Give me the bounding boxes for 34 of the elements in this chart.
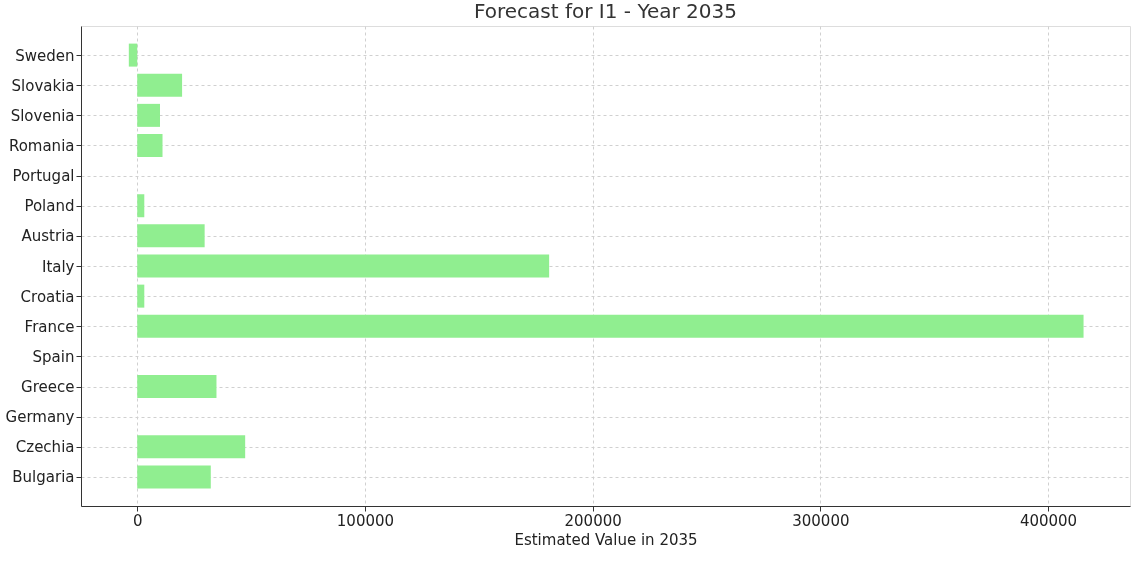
- y-tick-label: Italy: [41, 257, 75, 276]
- bar: [137, 254, 550, 278]
- bar: [137, 284, 145, 308]
- bar: [137, 103, 161, 127]
- y-tick-label: Slovakia: [11, 76, 75, 95]
- bar: [137, 73, 183, 97]
- y-tick-label: Austria: [21, 227, 75, 246]
- chart-title: Forecast for I1 - Year 2035: [474, 0, 737, 23]
- bar: [137, 133, 163, 157]
- bar: [137, 314, 1084, 338]
- y-tick-label: Sweden: [15, 46, 75, 65]
- y-tick-label: Bulgaria: [12, 468, 75, 487]
- bar: [128, 43, 138, 67]
- y-tick-label: Portugal: [12, 167, 75, 186]
- y-tick-label: Croatia: [20, 287, 75, 306]
- y-tick-label: Romania: [8, 136, 75, 155]
- y-tick-label: Slovenia: [10, 106, 75, 125]
- x-axis-title: Estimated Value in 2035: [514, 530, 698, 549]
- bar: [137, 465, 211, 489]
- bar: [137, 375, 217, 399]
- bar: [137, 224, 205, 248]
- y-tick-label: Poland: [24, 197, 75, 216]
- y-tick-label: Germany: [5, 408, 75, 427]
- bar: [137, 435, 246, 459]
- y-tick-label: Greece: [21, 378, 75, 397]
- bar: [137, 194, 145, 218]
- x-tick-label: 300000: [792, 511, 850, 530]
- x-tick-label: 200000: [564, 511, 622, 530]
- x-tick-label: 100000: [336, 511, 395, 530]
- y-tick-label: France: [24, 317, 75, 336]
- x-tick-label: 400000: [1019, 511, 1078, 530]
- x-tick-label: 0: [132, 511, 143, 530]
- y-tick-label: Spain: [32, 347, 75, 366]
- y-tick-label: Czechia: [15, 438, 75, 457]
